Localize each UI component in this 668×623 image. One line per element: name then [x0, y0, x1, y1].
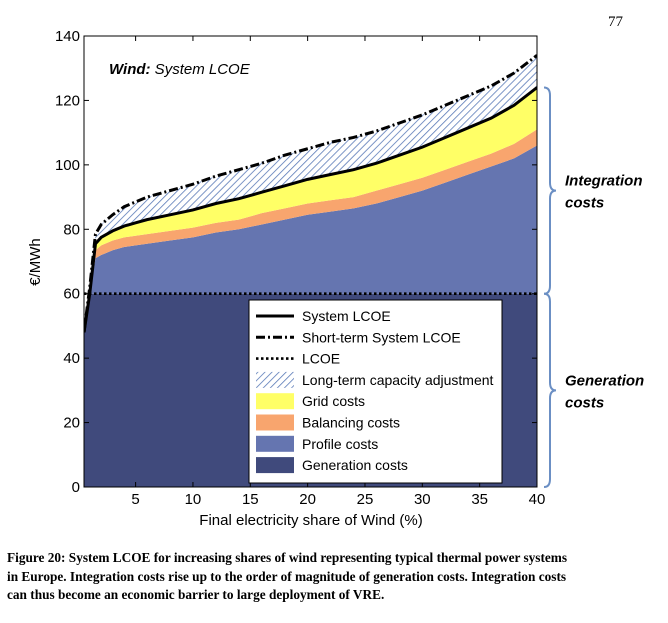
legend-swatch-profile-costs — [256, 435, 294, 452]
y-tick-label: 140 — [55, 28, 80, 45]
area-grid-costs — [84, 87, 537, 333]
legend-label-generation-costs: Generation costs — [302, 457, 408, 473]
area-long-term-capacity-adjustment — [84, 55, 537, 333]
legend-label-profile-costs: Profile costs — [302, 436, 378, 452]
curly-brace — [543, 86, 557, 295]
caption-line: can thus become an economic barrier to l… — [7, 587, 385, 602]
y-tick-label: 120 — [55, 92, 80, 109]
cost-lines — [84, 54, 537, 333]
x-tick-label: 10 — [185, 491, 202, 508]
y-axis-label: €/MWh — [27, 238, 44, 286]
area-balancing-costs — [84, 129, 537, 333]
y-tick-label: 60 — [63, 286, 80, 303]
y-tick-label: 40 — [63, 350, 80, 367]
axis-ticks: 5 10 15 20 25 30 35 40 0 20 40 60 80 100 120 140 — [55, 28, 545, 508]
x-tick-label: 5 — [131, 491, 139, 508]
x-tick-label: 40 — [529, 491, 546, 508]
legend-label-lcoe: LCOE — [302, 351, 340, 367]
line-short-term-system-lcoe — [84, 54, 537, 333]
x-tick-label: 15 — [242, 491, 259, 508]
x-axis-label: Final electricity share of Wind (%) — [199, 512, 422, 529]
legend-swatch-grid-costs — [256, 393, 294, 410]
caption-line: Figure 20: System LCOE for increasing sh… — [7, 550, 568, 565]
legend-swatch-long-term-capacity-adjustment — [256, 371, 294, 388]
chart-title-rest: System LCOE — [151, 61, 251, 78]
x-tick-label: 30 — [414, 491, 431, 508]
legend: System LCOE Short-term System LCOE LCOE Lon… — [256, 308, 494, 474]
y-tick-label: 20 — [63, 415, 80, 432]
legend-box — [248, 299, 503, 484]
caption-line: in Europe. Integration costs rise up to … — [7, 568, 567, 584]
y-tick-label: 0 — [72, 479, 80, 496]
system-lcoe-chart: 5 10 15 20 25 30 35 40 0 20 40 60 80 100 120 140 Wind: … — [27, 28, 644, 529]
curly-brace — [543, 292, 557, 488]
page-number: 77 — [608, 14, 623, 30]
figure-caption: Figure 20: System LCOE for increasing sh… — [7, 549, 663, 605]
area-profile-costs — [84, 145, 537, 333]
chart-title: Wind: System LCOE — [109, 61, 251, 78]
plot-frame — [83, 35, 538, 488]
y-tick-label: 100 — [55, 157, 80, 174]
legend-label-balancing-costs: Balancing costs — [302, 415, 400, 431]
brace-annotation: costs — [565, 394, 604, 411]
legend-label-long-term-capacity-adjustment: Long-term capacity adjustment — [302, 372, 494, 388]
legend-swatch-generation-costs — [256, 457, 294, 474]
x-tick-label: 25 — [357, 491, 374, 508]
x-tick-label: 20 — [299, 491, 316, 508]
line-system-lcoe — [84, 86, 537, 333]
legend-label-grid-costs: Grid costs — [302, 393, 365, 409]
brace-annotation: Integration — [565, 173, 643, 190]
chart-title-bold: Wind: — [109, 61, 151, 78]
brace-annotation: Generation — [565, 372, 644, 389]
x-tick-label: 35 — [471, 491, 488, 508]
cost-braces: Integration costs Generation costs — [543, 86, 644, 488]
legend-swatch-balancing-costs — [256, 414, 294, 431]
brace-annotation: costs — [565, 195, 604, 212]
legend-label-system-lcoe: System LCOE — [302, 308, 391, 324]
legend-label-short-term-system-lcoe: Short-term System LCOE — [302, 329, 461, 345]
y-tick-label: 80 — [63, 221, 80, 238]
